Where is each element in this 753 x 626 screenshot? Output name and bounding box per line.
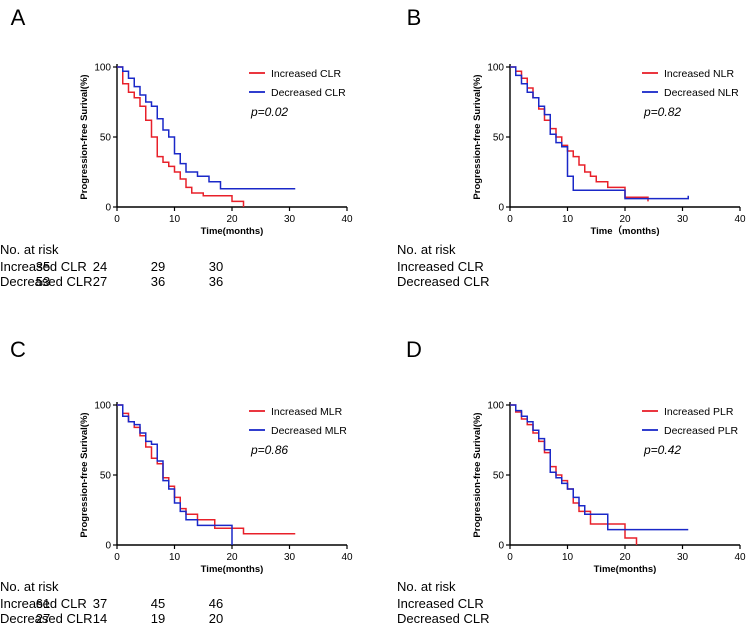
y-axis-title: Progression-free Surival(%) (79, 74, 90, 199)
series-curve-increased (510, 66, 649, 202)
legend-label: Increased MLR (271, 406, 343, 418)
p-value-label: p=0.86 (250, 443, 288, 457)
risk-value: 30 (209, 259, 223, 274)
y-tick-label: 50 (493, 133, 505, 144)
risk-row-label: Increased CLR (397, 259, 484, 274)
legend-label: Increased NLR (664, 68, 734, 80)
x-tick-label: 10 (562, 214, 574, 225)
risk-value: 19 (151, 611, 165, 626)
risk-value: 35 (36, 259, 50, 274)
risk-row-label: Increased CLR (397, 596, 484, 611)
series-curve-decreased (117, 404, 233, 545)
x-tick-label: 30 (677, 552, 689, 563)
risk-table-title: No. at risk (0, 242, 59, 257)
y-tick-label: 50 (100, 133, 112, 144)
x-tick-label: 20 (619, 552, 631, 563)
x-tick-label: 30 (677, 214, 689, 225)
x-tick-label: 20 (226, 214, 238, 225)
risk-value: 36 (151, 274, 165, 289)
legend-label: Decreased CLR (271, 87, 346, 99)
y-tick-label: 100 (487, 63, 504, 74)
panel-letter: C (10, 337, 26, 362)
x-tick-label: 10 (169, 214, 181, 225)
risk-value: 27 (93, 274, 107, 289)
panel-letter: B (407, 5, 422, 30)
x-tick-label: 0 (507, 214, 513, 225)
x-tick-label: 40 (734, 214, 746, 225)
legend-label: Increased CLR (271, 68, 341, 80)
x-axis-title: Time（months) (591, 225, 660, 237)
series-curve-increased (117, 66, 245, 207)
y-tick-label: 0 (498, 203, 504, 214)
risk-row-label: Increased CLR (0, 596, 87, 611)
y-axis-title: Progression-free Surival(%) (472, 412, 483, 537)
x-tick-label: 40 (734, 552, 746, 563)
risk-value: 45 (151, 596, 165, 611)
y-tick-label: 0 (105, 541, 111, 552)
risk-value: 27 (36, 611, 50, 626)
x-tick-label: 20 (619, 214, 631, 225)
panel-a: A 0 10 20 30 40 0 50 100 Progression-free Surival… (0, 5, 353, 289)
legend-label: Decreased NLR (664, 87, 739, 99)
y-tick-label: 0 (105, 203, 111, 214)
risk-row-label: Decreased CLR (397, 611, 490, 626)
x-axis-title: Time(months) (201, 226, 264, 237)
x-tick-label: 40 (341, 552, 353, 563)
legend-label: Increased PLR (664, 406, 734, 418)
risk-value: 36 (209, 274, 223, 289)
risk-row-label: Decreased CLR (0, 611, 93, 626)
risk-value: 46 (209, 596, 223, 611)
panel-letter: A (11, 5, 26, 30)
panel-c: C 0 10 20 30 40 0 50 100 Progression-free Surival… (0, 337, 353, 626)
y-tick-label: 100 (487, 401, 504, 412)
p-value-label: p=0.02 (250, 105, 288, 119)
legend-label: Decreased PLR (664, 425, 739, 437)
y-tick-label: 0 (498, 541, 504, 552)
risk-row-label: Decreased CLR (0, 274, 93, 289)
risk-row-label: Increased CLR (0, 259, 87, 274)
series-curve-decreased (510, 66, 689, 200)
x-tick-label: 40 (341, 214, 353, 225)
x-axis-title: Time(months) (201, 564, 264, 575)
risk-value: 61 (36, 596, 50, 611)
risk-value: 29 (151, 259, 165, 274)
series-curve-increased (117, 404, 296, 535)
x-tick-label: 10 (169, 552, 181, 563)
y-axis-title: Progression-free Surival(%) (472, 74, 483, 199)
risk-value: 24 (93, 259, 107, 274)
x-tick-label: 0 (114, 552, 120, 563)
y-tick-label: 50 (493, 471, 505, 482)
series-curve-decreased (117, 66, 296, 190)
y-tick-label: 100 (94, 63, 111, 74)
panel-letter: D (406, 337, 422, 362)
risk-row-label: Decreased CLR (397, 274, 490, 289)
risk-value: 14 (93, 611, 107, 626)
x-axis-title: Time(months) (594, 564, 657, 575)
series-curve-decreased (510, 404, 689, 531)
x-tick-label: 30 (284, 552, 296, 563)
p-value-label: p=0.82 (643, 105, 681, 119)
risk-table-title: No. at risk (397, 242, 456, 257)
x-tick-label: 10 (562, 552, 574, 563)
y-tick-label: 100 (94, 401, 111, 412)
panel-d: D 0 10 20 30 40 0 50 100 Progression-free Surival… (397, 337, 746, 626)
x-tick-label: 20 (226, 552, 238, 563)
x-tick-label: 0 (507, 552, 513, 563)
risk-table-title: No. at risk (0, 579, 59, 594)
x-tick-label: 0 (114, 214, 120, 225)
risk-value: 37 (93, 596, 107, 611)
x-tick-label: 30 (284, 214, 296, 225)
series-curve-increased (510, 404, 638, 545)
y-axis-title: Progression-free Surival(%) (79, 412, 90, 537)
risk-value: 53 (36, 274, 50, 289)
legend-label: Decreased MLR (271, 425, 347, 437)
y-tick-label: 50 (100, 471, 112, 482)
panel-b: B 0 10 20 30 40 0 50 100 Progression-free Surival… (397, 5, 746, 289)
risk-table-title: No. at risk (397, 579, 456, 594)
risk-value: 20 (209, 611, 223, 626)
p-value-label: p=0.42 (643, 443, 681, 457)
